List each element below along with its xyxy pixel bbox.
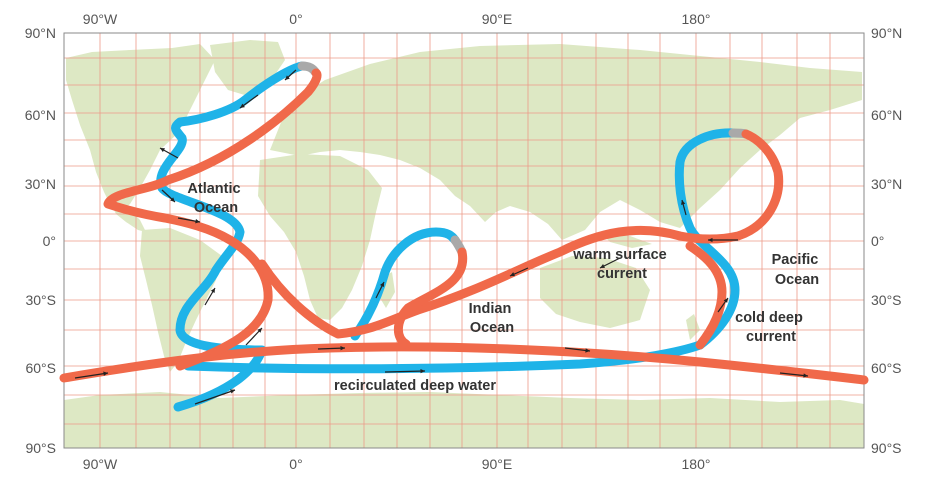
flow-arrows <box>74 69 809 405</box>
atlantic-warm-current <box>103 68 322 371</box>
lon-label-90e-top: 90°E <box>482 11 513 27</box>
lon-label-180-bottom: 180° <box>682 456 711 472</box>
lon-label-0-bottom: 0° <box>289 456 302 472</box>
flow-arrow-shaft <box>74 372 109 379</box>
atlantic-ocean-label: Atlantic Ocean <box>187 181 244 216</box>
agulhas-warm-current <box>257 129 784 339</box>
lat-label-60s-left: 60°S <box>25 360 56 376</box>
lon-label-180-top: 180° <box>682 11 711 27</box>
flow-arrow-head <box>708 237 713 243</box>
recirculated-deep-water-label: recirculated deep water <box>334 378 496 394</box>
cold-deep-current-label: cold deep current <box>735 310 807 345</box>
flow-arrow-head <box>600 264 605 268</box>
lat-label-0-left: 0° <box>43 233 56 249</box>
pacific-label-line1: Pacific <box>772 252 819 268</box>
land-antarctica <box>64 392 864 448</box>
flow-arrow-head <box>285 75 290 80</box>
land-new-zealand <box>686 314 700 340</box>
land-north-america <box>66 44 215 213</box>
flow-arrow-head <box>723 298 728 303</box>
atlantic-label-line1: Atlantic <box>187 181 240 197</box>
flow-arrow-head <box>257 328 262 333</box>
warm-label-line2: current <box>597 266 647 282</box>
lat-label-90s-left: 90°S <box>25 440 56 456</box>
flow-arrow-shaft <box>194 389 236 405</box>
indian-ocean-label: Indian Ocean <box>469 301 516 336</box>
flow-arrow-head <box>803 373 808 378</box>
lon-label-0-top: 0° <box>289 11 302 27</box>
cold-label-line2: current <box>746 329 796 345</box>
warm-label-line1: warm surface <box>572 247 667 263</box>
land-masses <box>64 40 864 448</box>
lat-label-90n-right: 90°N <box>871 25 902 41</box>
flow-arrow-head <box>380 282 384 287</box>
right-latitude-labels: 90°N 60°N 30°N 0° 30°S 60°S 90°S <box>871 25 902 456</box>
lat-label-30s-right: 30°S <box>871 292 902 308</box>
lat-label-30n-left: 30°N <box>25 176 56 192</box>
left-latitude-labels: 90°N 60°N 30°N 0° 30°S 60°S 90°S <box>25 25 56 456</box>
lat-label-60s-right: 60°S <box>871 360 902 376</box>
flow-arrow-head <box>340 345 345 351</box>
pacific-warm-return <box>685 241 727 350</box>
bottom-longitude-labels: 90°W 0° 90°E 180° <box>83 456 711 472</box>
flow-arrow-head <box>160 148 165 153</box>
indian-warm-loop <box>393 247 468 349</box>
flow-arrow-shaft <box>779 372 809 377</box>
lat-label-30n-right: 30°N <box>871 176 902 192</box>
land-australia <box>540 256 650 328</box>
flow-arrow-head <box>681 200 686 205</box>
lat-label-60n-right: 60°N <box>871 107 902 123</box>
atlantic-label-line2: Ocean <box>194 200 238 216</box>
lat-label-90n-left: 90°N <box>25 25 56 41</box>
flow-arrow-head <box>240 103 245 108</box>
flow-arrow-head <box>210 288 215 293</box>
top-longitude-labels: 90°W 0° 90°E 180° <box>83 11 711 27</box>
lat-label-30s-left: 30°S <box>25 292 56 308</box>
map-annotations: Atlantic Ocean Indian Ocean Pacific Ocea… <box>187 181 823 394</box>
pacific-label-line2: Ocean <box>775 272 819 288</box>
land-eurasia <box>270 44 862 240</box>
indian-label-line1: Indian <box>469 301 512 317</box>
flow-arrow-shaft <box>317 347 346 350</box>
lat-label-60n-left: 60°N <box>25 107 56 123</box>
flow-arrow-head <box>195 219 200 224</box>
flow-arrow-head <box>585 348 590 353</box>
flow-arrow-head <box>230 389 235 394</box>
southern-recirculated-deep-water <box>183 340 705 374</box>
flow-arrow-shaft <box>384 370 426 373</box>
pacific-ocean-label: Pacific Ocean <box>772 252 823 288</box>
pacific-deep-current <box>674 128 740 350</box>
lat-label-0-right: 0° <box>871 233 884 249</box>
atlantic-deep-current <box>156 61 307 412</box>
indian-deep-current <box>350 227 460 341</box>
flow-arrow-head <box>170 197 175 202</box>
flow-arrow-head <box>420 368 425 374</box>
warm-surface-current-label: warm surface current <box>572 247 671 282</box>
flow-arrow-head <box>510 272 515 277</box>
lon-label-90w-top: 90°W <box>83 11 118 27</box>
lon-label-90w-bottom: 90°W <box>83 456 118 472</box>
map-frame <box>63 32 865 449</box>
indian-label-line2: Ocean <box>470 320 514 336</box>
cold-label-line1: cold deep <box>735 310 803 326</box>
lat-label-90s-right: 90°S <box>871 440 902 456</box>
lon-label-90e-bottom: 90°E <box>482 456 513 472</box>
flow-arrow-head <box>103 371 108 376</box>
land-africa <box>258 154 382 320</box>
currents <box>59 61 869 412</box>
